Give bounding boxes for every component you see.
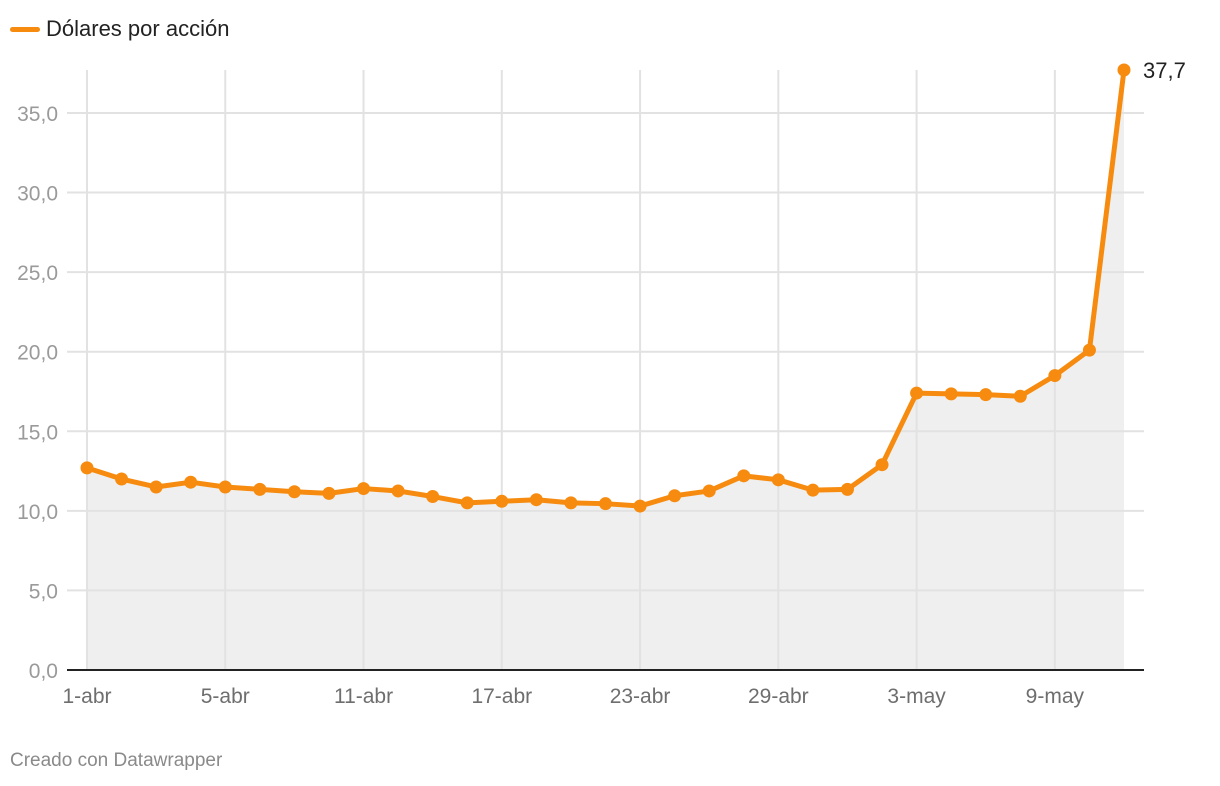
data-point (357, 482, 371, 496)
data-point (875, 458, 889, 472)
data-point (771, 473, 785, 487)
x-tick-label: 29-abr (748, 685, 809, 708)
data-point (806, 483, 820, 497)
data-point (322, 486, 336, 500)
data-point (633, 499, 647, 513)
area-fill (87, 70, 1124, 670)
data-point (253, 482, 267, 496)
footer-credit: Creado con Datawrapper (10, 750, 223, 771)
data-point (737, 469, 751, 483)
data-point (391, 484, 405, 498)
data-point (80, 461, 94, 475)
data-point (287, 485, 301, 499)
legend: Dólares por acción (10, 16, 229, 42)
data-point (184, 475, 198, 489)
legend-label: Dólares por acción (46, 16, 230, 41)
legend-swatch (10, 26, 40, 32)
data-point (599, 497, 612, 511)
data-point (564, 496, 578, 510)
data-point (1048, 369, 1062, 383)
end-value-label: 37,7 (1143, 58, 1186, 83)
data-point (944, 387, 958, 401)
x-tick-label: 23-abr (610, 685, 671, 708)
x-tick-label: 11-abr (334, 685, 393, 708)
y-tick-label: 25,0 (17, 262, 58, 285)
y-tick-label: 15,0 (17, 421, 58, 444)
x-tick-label: 5-abr (201, 685, 250, 708)
x-tick-label: 3-may (887, 685, 946, 708)
data-point (979, 388, 993, 402)
data-point (702, 484, 716, 498)
data-point (149, 480, 163, 494)
x-tick-label: 9-may (1026, 685, 1085, 708)
y-tick-label: 0,0 (29, 660, 58, 683)
y-tick-label: 10,0 (17, 501, 58, 524)
data-point (668, 489, 682, 503)
data-point (1117, 63, 1131, 77)
data-point (115, 472, 129, 486)
data-point (840, 482, 854, 496)
data-point (218, 480, 232, 494)
data-point (529, 493, 543, 507)
y-tick-label: 20,0 (17, 342, 58, 365)
data-point (1082, 343, 1096, 357)
data-point (1013, 389, 1027, 403)
y-tick-label: 5,0 (29, 580, 58, 603)
x-tick-label: 1-abr (62, 685, 111, 708)
data-point (426, 490, 440, 504)
x-tick-label: 17-abr (471, 685, 532, 708)
y-tick-label: 35,0 (17, 103, 58, 126)
data-point (460, 496, 474, 510)
y-tick-label: 30,0 (17, 183, 58, 206)
data-point (910, 386, 924, 400)
data-point (495, 494, 509, 508)
